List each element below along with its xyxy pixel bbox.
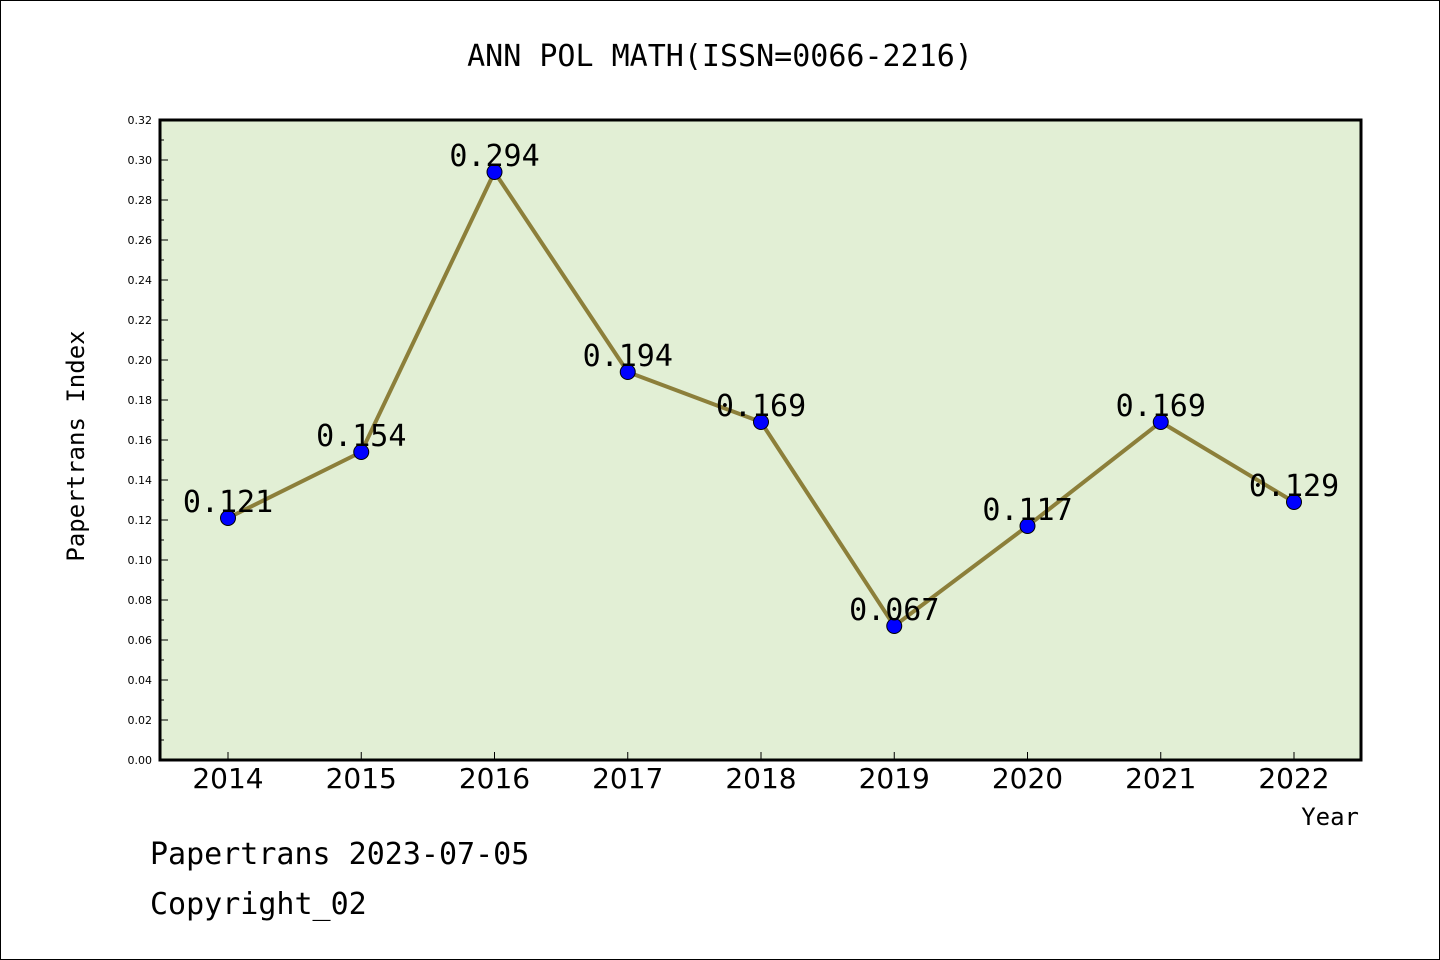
x-tick-label: 2015 [326, 762, 397, 795]
x-tick-label: 2019 [859, 762, 930, 795]
y-tick-label: 0.20 [128, 354, 153, 367]
y-tick-label: 0.16 [128, 434, 153, 447]
data-label: 0.067 [849, 593, 939, 628]
data-label: 0.169 [1116, 389, 1206, 424]
y-tick-label: 0.04 [128, 674, 153, 687]
data-point [486, 164, 503, 180]
chart-title: ANN POL MATH(ISSN=0066-2216) [467, 39, 973, 74]
y-tick-label: 0.10 [128, 554, 153, 567]
y-tick-label: 0.06 [128, 634, 153, 647]
data-point [220, 510, 236, 526]
data-label: 0.169 [716, 389, 806, 424]
y-tick-label: 0.26 [128, 234, 153, 247]
y-tick-label: 0.14 [128, 474, 153, 487]
x-axis-label: Year [1301, 803, 1359, 831]
y-tick-label: 0.30 [128, 154, 153, 167]
data-point [886, 618, 903, 634]
data-point [353, 444, 370, 460]
y-axis-ticks: 0.00 0.02 0.04 0.06 0.08 0.10 0.12 0.14 0.16 0.18… [128, 114, 168, 767]
data-point [1286, 494, 1302, 510]
y-tick-label: 0.18 [128, 394, 153, 407]
data-point [1152, 414, 1169, 430]
y-tick-label: 0.22 [128, 314, 153, 327]
data-labels: 0.121 0.154 0.294 0.194 0.169 0.067 0.117 0.169… [183, 139, 1339, 628]
footer-copyright: Copyright_02 [150, 887, 367, 922]
data-label: 0.121 [183, 485, 273, 520]
x-axis-ticks: 2014 2015 2016 2017 2018 2019 2020 2021 2022 [192, 752, 1330, 795]
series-papertrans-index [220, 164, 1302, 634]
y-axis-label: Papertrans Index [62, 330, 90, 561]
y-tick-label: 0.02 [128, 714, 153, 727]
data-label: 0.129 [1249, 469, 1339, 504]
x-tick-label: 2021 [1125, 762, 1196, 795]
data-label: 0.117 [982, 493, 1072, 528]
x-tick-label: 2014 [192, 762, 263, 795]
footer-source: Papertrans 2023-07-05 [150, 837, 529, 872]
data-point [1019, 518, 1036, 534]
y-tick-label: 0.00 [128, 754, 153, 767]
y-tick-label: 0.24 [128, 274, 153, 287]
x-tick-label: 2017 [592, 762, 663, 795]
y-tick-label: 0.32 [128, 114, 153, 127]
data-label: 0.194 [583, 339, 673, 374]
y-tick-label: 0.28 [128, 194, 153, 207]
data-label: 0.294 [449, 139, 539, 174]
data-point [753, 414, 769, 430]
x-tick-label: 2022 [1258, 762, 1329, 795]
x-tick-label: 2016 [459, 762, 530, 795]
data-point [619, 364, 636, 380]
x-tick-label: 2018 [725, 762, 796, 795]
y-tick-label: 0.12 [128, 514, 153, 527]
y-tick-label: 0.08 [128, 594, 153, 607]
data-label: 0.154 [316, 419, 406, 454]
x-tick-label: 2020 [992, 762, 1063, 795]
plot-area [158, 118, 1363, 762]
